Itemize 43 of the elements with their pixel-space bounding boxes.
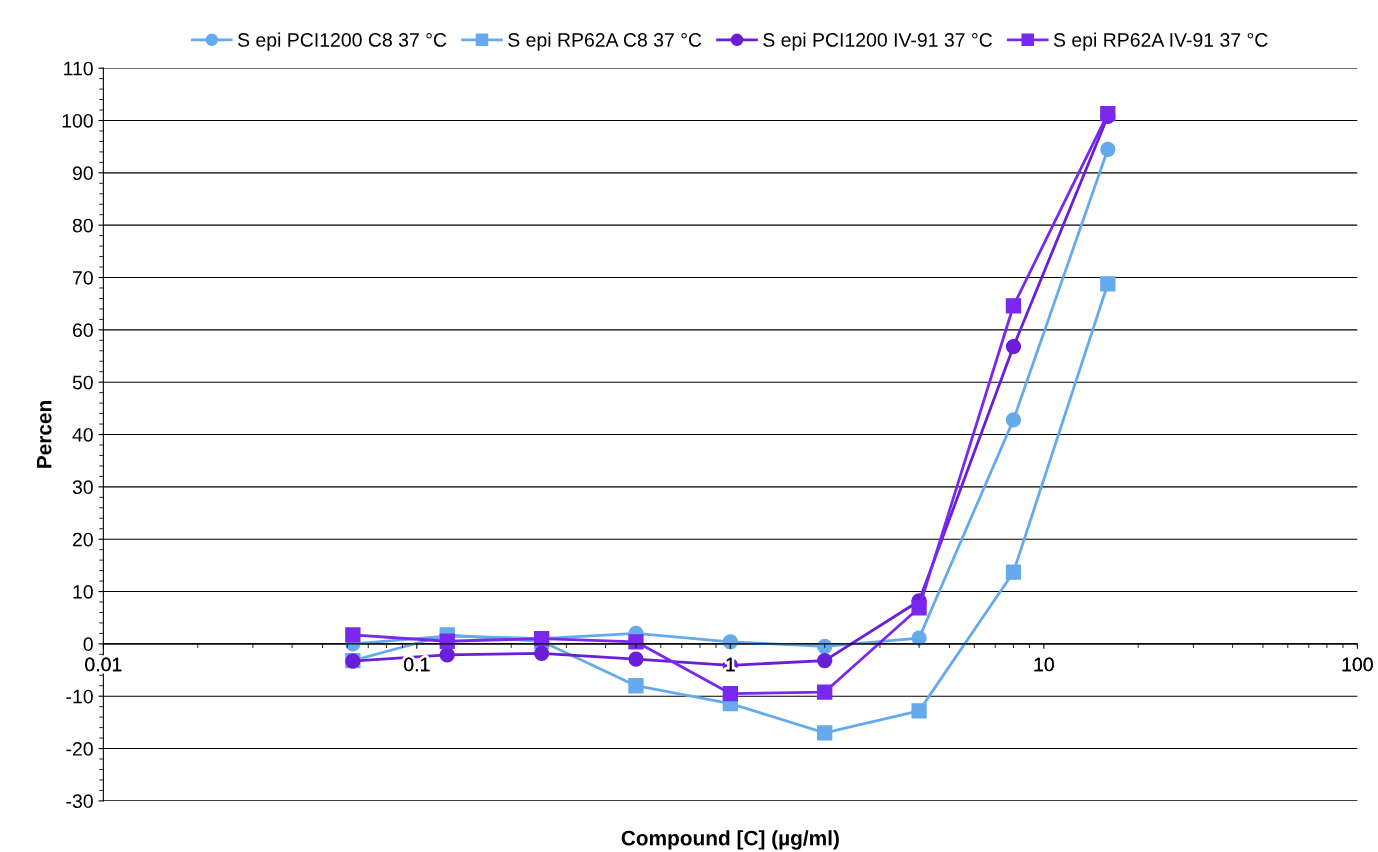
point bbox=[533, 645, 550, 661]
point bbox=[628, 634, 644, 650]
y-tick-label: 100 bbox=[62, 113, 93, 128]
y-tick-label: 70 bbox=[73, 270, 93, 285]
y-tick-label: 110 bbox=[64, 61, 93, 76]
y-tick-label: 40 bbox=[72, 427, 93, 442]
point bbox=[817, 652, 833, 669]
y-tick-label: 50 bbox=[72, 375, 93, 390]
y-tick-label: -10 bbox=[66, 689, 93, 704]
y-tick-label: 60 bbox=[72, 323, 93, 338]
legend-label: S epi PCI1200 IV-91 37 °C bbox=[763, 32, 992, 51]
point bbox=[1005, 564, 1022, 580]
point bbox=[439, 647, 455, 663]
point bbox=[911, 600, 927, 616]
y-tick-label: -30 bbox=[66, 794, 93, 809]
x-tick-label: 0.1 bbox=[404, 657, 430, 672]
point bbox=[1005, 338, 1022, 355]
y-axis-title: Percen bbox=[36, 401, 52, 468]
y-tick-label: 0 bbox=[83, 637, 93, 652]
point bbox=[1005, 412, 1022, 428]
y-tick-label: 30 bbox=[72, 480, 93, 495]
y-tick-label: 90 bbox=[72, 166, 93, 181]
x-tick-label: 10 bbox=[1034, 657, 1054, 672]
x-axis-title: Compound [C] (µg/ml) bbox=[621, 830, 839, 850]
point bbox=[345, 627, 361, 643]
point bbox=[722, 685, 738, 702]
point bbox=[1100, 141, 1116, 157]
y-tick-label: -20 bbox=[66, 742, 93, 756]
legend-label: S epi RP62A C8 37 °C bbox=[508, 32, 702, 51]
point bbox=[628, 651, 644, 667]
point bbox=[1100, 276, 1116, 292]
legend-label: S epi RP62A IV-91 37 °C bbox=[1053, 32, 1268, 51]
point bbox=[628, 678, 644, 694]
legend-label: S epi PCI1200 C8 37 °C bbox=[237, 32, 447, 51]
x-tick-label: 1 bbox=[726, 657, 735, 672]
point bbox=[1005, 298, 1022, 314]
x-tick-label: 100 bbox=[1342, 657, 1373, 672]
y-tick-label: 80 bbox=[72, 218, 93, 233]
point bbox=[911, 703, 927, 719]
y-tick-label: 10 bbox=[73, 585, 93, 599]
point bbox=[817, 725, 833, 741]
y-tick-label: 20 bbox=[72, 532, 93, 547]
point bbox=[817, 684, 833, 700]
